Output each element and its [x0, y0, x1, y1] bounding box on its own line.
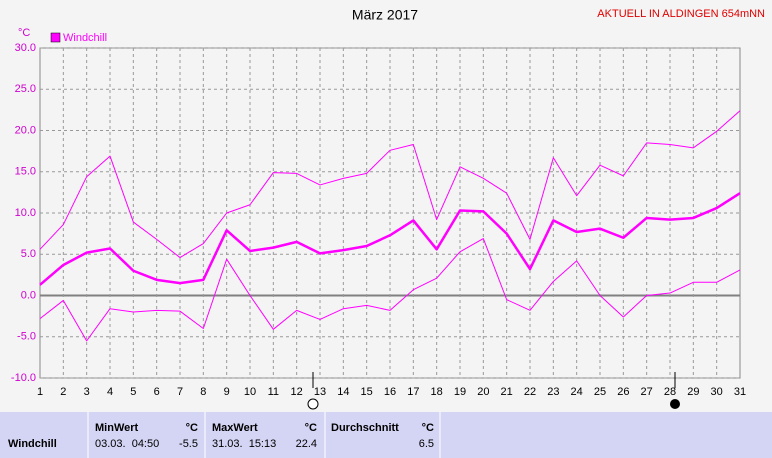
col-header: °C [422, 422, 434, 434]
x-tick-label: 17 [407, 386, 419, 398]
x-tick-label: 4 [107, 386, 113, 398]
col-header: °C [186, 422, 198, 434]
x-tick-label: 24 [571, 386, 583, 398]
x-tick-label: 20 [477, 386, 489, 398]
series-line [39, 192, 741, 286]
series-line [39, 110, 741, 259]
x-tick-label: 27 [641, 386, 653, 398]
x-tick-label: 12 [291, 386, 303, 398]
col-header: Durchschnitt [331, 422, 399, 434]
x-tick-label: 19 [454, 386, 466, 398]
y-tick-label: 0.0 [21, 289, 36, 301]
y-tick-label: 25.0 [15, 83, 36, 95]
x-tick-label: 23 [547, 386, 559, 398]
x-tick-label: 8 [200, 386, 206, 398]
x-tick-label: 31 [734, 386, 746, 398]
cell: 6.5 [419, 438, 434, 450]
x-tick-label: 6 [154, 386, 160, 398]
chart-title: März 2017 [352, 7, 418, 23]
cell: 03.03. 04:50 [95, 438, 159, 450]
row-label: Windchill [8, 438, 57, 450]
x-tick-label: 10 [244, 386, 256, 398]
y-tick-label: -5.0 [17, 331, 36, 343]
x-tick-label: 15 [361, 386, 373, 398]
y-tick-label: 5.0 [21, 248, 36, 260]
table-bg [0, 412, 772, 458]
x-tick-label: 3 [84, 386, 90, 398]
x-tick-label: 28 [664, 386, 676, 398]
x-tick-label: 25 [594, 386, 606, 398]
y-tick-label: -10.0 [11, 372, 36, 384]
legend-label: Windchill [63, 32, 107, 44]
x-tick-label: 16 [384, 386, 396, 398]
y-tick-label: 30.0 [15, 42, 36, 54]
moon-icon [307, 398, 319, 410]
col-header: °C [305, 422, 317, 434]
legend-swatch [50, 32, 61, 43]
x-tick-label: 7 [177, 386, 183, 398]
x-tick-label: 11 [268, 386, 279, 398]
moon-icon [670, 399, 680, 409]
x-tick-label: 14 [337, 386, 349, 398]
y-tick-label: 15.0 [15, 166, 36, 178]
col-header: MaxWert [212, 422, 258, 434]
x-tick-label: 5 [130, 386, 136, 398]
x-tick-label: 30 [711, 386, 723, 398]
x-tick-label: 18 [431, 386, 443, 398]
cell: 31.03. 15:13 [212, 438, 276, 450]
x-tick-label: 2 [60, 386, 66, 398]
x-tick-label: 26 [617, 386, 629, 398]
header: AKTUELL IN ALDINGEN 654mNN [597, 8, 765, 20]
x-tick-label: 13 [314, 386, 326, 398]
y-unit: °C [18, 27, 30, 39]
x-tick-label: 1 [37, 386, 43, 398]
x-tick-label: 22 [524, 386, 536, 398]
x-tick-label: 9 [224, 386, 230, 398]
series-line [39, 238, 741, 342]
y-tick-label: 20.0 [15, 124, 36, 136]
cell: 22.4 [296, 438, 317, 450]
y-tick-label: 10.0 [15, 207, 36, 219]
cell: -5.5 [179, 438, 198, 450]
x-tick-label: 29 [687, 386, 699, 398]
col-header: MinWert [95, 422, 139, 434]
x-tick-label: 21 [501, 386, 513, 398]
